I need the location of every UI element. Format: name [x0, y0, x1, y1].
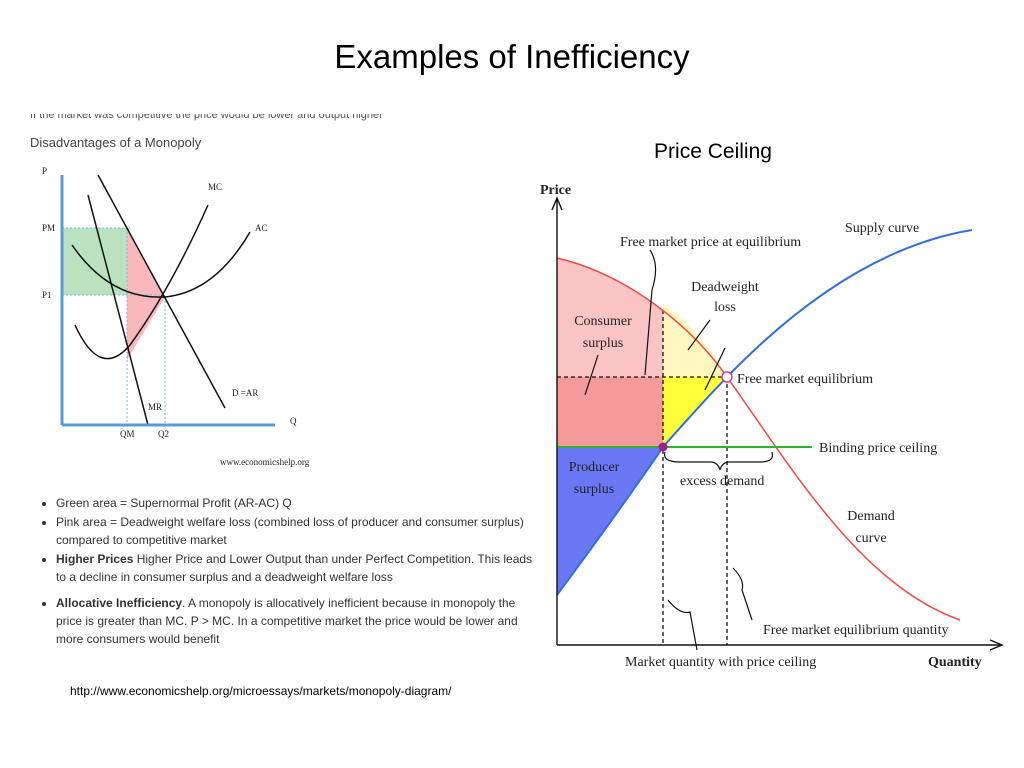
curves	[71, 174, 251, 426]
label: Market quantity with price ceiling	[625, 655, 816, 670]
heading: Disadvantages of a Monopoly	[30, 135, 202, 150]
bullet-text: Green area = Supernormal Profit (AR-AC) …	[56, 496, 292, 510]
bullet: Green area = Supernormal Profit (AR-AC) …	[56, 494, 538, 512]
source-link: http://www.economicshelp.org/microessays…	[70, 684, 452, 698]
label: AC	[255, 223, 268, 233]
credit: www.economicshelp.org	[220, 457, 310, 467]
label: Demand curve	[847, 509, 894, 546]
bullet: Allocative Inefficiency. A monopoly is a…	[56, 594, 538, 648]
profit-area	[62, 228, 127, 295]
label: MC	[208, 182, 222, 192]
label: Q2	[158, 429, 169, 439]
bullet-text: Pink area = Deadweight welfare loss (com…	[56, 515, 528, 547]
bullet-bold: Higher Prices	[56, 552, 134, 566]
transferred-surplus	[557, 377, 663, 447]
bullet-list: Green area = Supernormal Profit (AR-AC) …	[42, 494, 538, 649]
label: Supply curve	[845, 221, 919, 236]
label: Binding price ceiling	[819, 441, 937, 456]
bullet-text: Higher Price and Lower Output than under…	[56, 552, 536, 584]
bullet: Pink area = Deadweight welfare loss (com…	[56, 513, 538, 549]
label: Free market equilibrium quantity	[763, 623, 948, 638]
supply-curve	[556, 229, 973, 596]
guides	[557, 310, 728, 645]
label: D =AR	[232, 388, 258, 398]
bullet-text: . A monopoly is allocatively inefficient…	[56, 596, 521, 646]
label: MR	[148, 402, 162, 412]
label: Free market equilibrium	[737, 372, 873, 387]
axis-label: Price	[540, 183, 571, 198]
label: P1	[42, 290, 52, 300]
ceiling-point	[658, 442, 668, 452]
label: excess demand	[680, 474, 764, 489]
axes	[551, 196, 1004, 651]
bullet: Higher Prices Higher Price and Lower Out…	[56, 550, 538, 586]
label: Deadweight loss	[691, 280, 759, 315]
slide-title: Examples of Inefficiency	[334, 38, 690, 75]
axis-label: P	[42, 166, 47, 176]
demand-curve	[556, 257, 961, 621]
equilibrium-point	[721, 371, 733, 383]
heading: Price Ceiling	[654, 140, 772, 163]
axis-label: Quantity	[928, 655, 982, 670]
pointers	[584, 249, 774, 651]
deadweight-area	[127, 228, 165, 360]
crop	[20, 106, 440, 114]
label: PM	[42, 223, 55, 233]
axis-label: Q	[290, 416, 297, 426]
guides	[62, 227, 166, 425]
label: Consumer surplus	[574, 314, 632, 351]
label: QM	[120, 429, 135, 439]
label: Producer surplus	[569, 460, 620, 497]
label: Free market price at equilibrium	[620, 235, 801, 250]
bullet-bold: Allocative Inefficiency	[56, 596, 183, 610]
